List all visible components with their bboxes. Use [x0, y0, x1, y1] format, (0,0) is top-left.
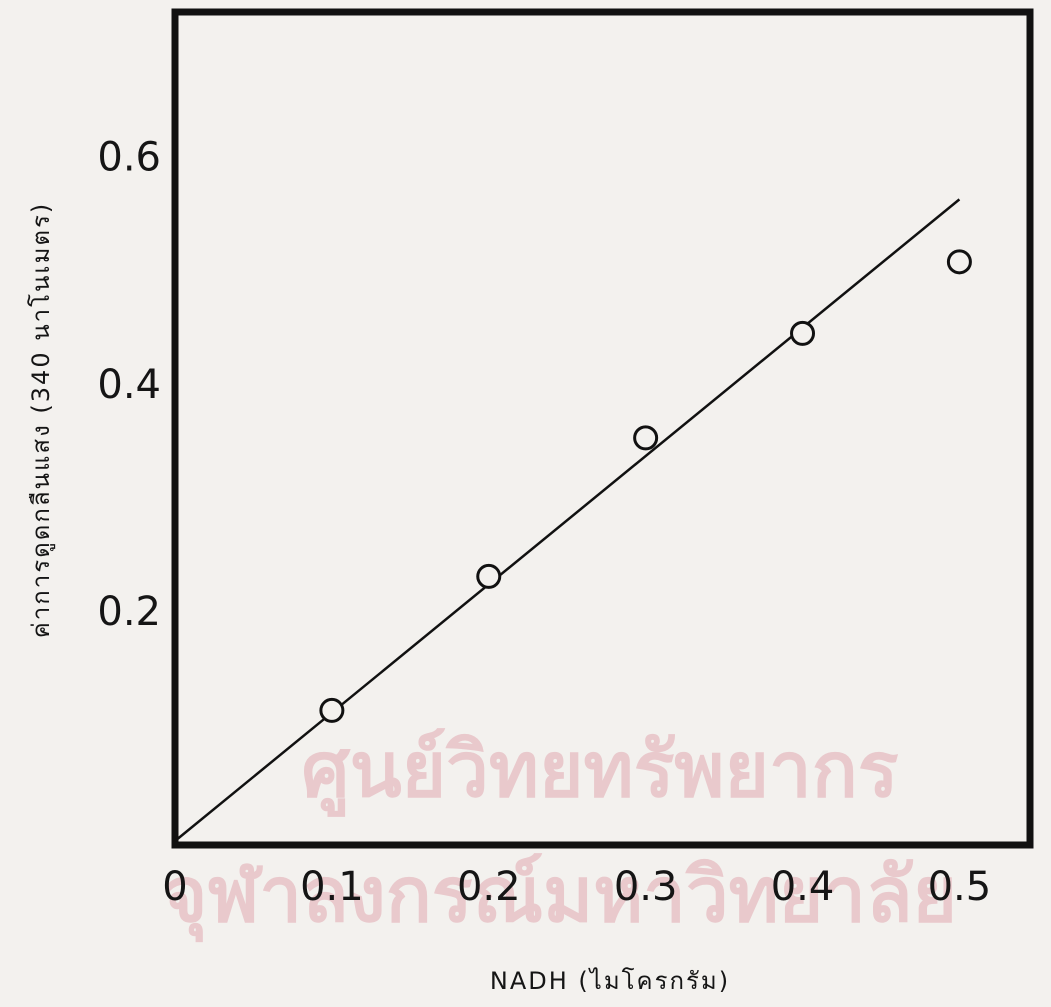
x-tick-label: 0.4 — [771, 864, 835, 910]
x-axis-label: NADH (ไมโครกรัม) — [490, 967, 730, 995]
data-point — [478, 565, 500, 587]
x-tick-label: 0.3 — [614, 864, 678, 910]
watermark: จุฬาลงกรณ์มหาวิทยาลัย — [163, 850, 957, 943]
y-axis-label: ค่าการดูดกลืนแสง (340 นาโนเมตร) — [27, 202, 56, 639]
x-tick-label: 0.1 — [300, 864, 364, 910]
y-tick-label: 0.2 — [97, 589, 161, 635]
plot-frame — [175, 12, 1030, 845]
data-point — [321, 699, 343, 721]
page: ศูนย์วิทยทรัพยากร จุฬาลงกรณ์มหาวิทยาลัย … — [0, 0, 1051, 1007]
y-tick-label: 0.6 — [97, 135, 161, 181]
x-tick-label: 0.2 — [457, 864, 521, 910]
watermark: ศูนย์วิทยทรัพยากร — [301, 725, 898, 817]
chart: ศูนย์วิทยทรัพยากร จุฬาลงกรณ์มหาวิทยาลัย … — [0, 0, 1051, 1007]
x-tick-label: 0.5 — [928, 864, 992, 910]
y-tick-label: 0.4 — [97, 362, 161, 408]
data-point — [635, 427, 657, 449]
data-point — [792, 322, 814, 344]
x-tick-label: 0 — [162, 864, 187, 910]
data-point — [948, 251, 970, 273]
